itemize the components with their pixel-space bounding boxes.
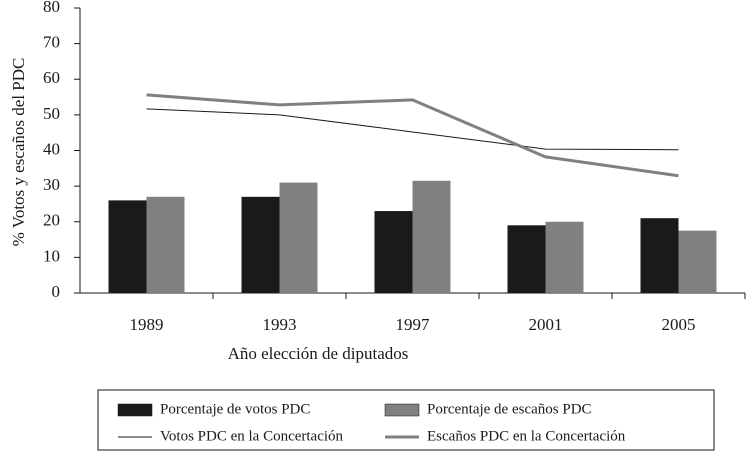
bar: [412, 180, 451, 293]
x-tick-label: 1997: [396, 315, 431, 334]
bar: [108, 200, 147, 293]
legend-box: [97, 389, 715, 451]
y-axis-label: % Votos y escaños del PDC: [9, 58, 28, 247]
y-tick-label: 70: [43, 33, 60, 52]
y-tick-label: 50: [43, 104, 60, 123]
bar: [507, 225, 546, 293]
legend-swatch: [117, 403, 153, 417]
legend-swatch: [384, 403, 420, 417]
legend-label: Porcentaje de escaños PDC: [427, 401, 592, 417]
y-tick-label: 80: [43, 0, 60, 16]
y-tick-label: 0: [52, 282, 61, 301]
bar: [374, 211, 413, 293]
x-tick-label: 2001: [529, 315, 563, 334]
y-tick-label: 60: [43, 68, 60, 87]
x-tick-label: 2005: [662, 315, 696, 334]
x-tick-label: 1993: [263, 315, 297, 334]
line: [146, 108, 679, 151]
legend-label: Votos PDC en la Concertación: [160, 428, 344, 444]
y-tick-label: 10: [43, 246, 60, 265]
bar: [640, 218, 679, 293]
bar: [241, 196, 280, 293]
y-tick-label: 30: [43, 175, 60, 194]
legend-label: Escaños PDC en la Concertación: [427, 428, 626, 444]
bar: [678, 230, 717, 293]
legend-label: Porcentaje de votos PDC: [160, 401, 310, 417]
bar: [146, 196, 185, 293]
bar: [279, 182, 318, 293]
x-tick-label: 1989: [130, 315, 164, 334]
x-axis-label: Año elección de diputados: [228, 344, 409, 363]
y-tick-label: 40: [43, 139, 60, 158]
line: [146, 93, 679, 178]
y-tick-label: 20: [43, 211, 60, 230]
bar: [545, 221, 584, 293]
